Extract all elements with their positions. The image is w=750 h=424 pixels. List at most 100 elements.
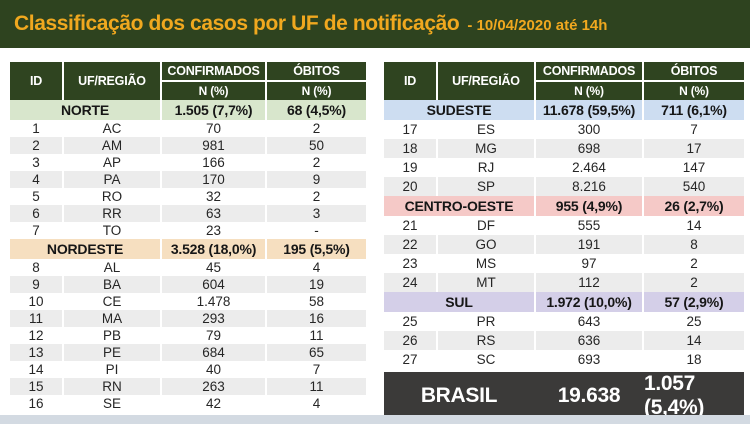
cell-uf: PE	[64, 344, 160, 361]
cell-id: 23	[402, 256, 418, 271]
region-obitos-total: 57 (2,9%)	[644, 292, 744, 312]
table-row: 13 PE 684 65	[10, 344, 366, 361]
brasil-obitos-total: 1.057 (5,4%)	[644, 372, 705, 419]
cell-obitos: 17	[644, 139, 744, 158]
column-header-obitos: ÓBITOS	[267, 62, 366, 80]
region-confirmados-total: 1.972 (10,0%)	[536, 292, 642, 312]
cell-id: 13	[10, 344, 62, 361]
cell-confirmados: 300	[577, 122, 601, 137]
cell-obitos: 540	[644, 177, 744, 196]
cell-obitos: 9	[267, 171, 366, 188]
table-row: 3 AP 166 2	[10, 154, 366, 171]
table-row: 10 CE 1.478 58	[10, 293, 366, 310]
column-header-uf-regiao: UF/REGIÃO	[438, 62, 534, 100]
cell-uf: DF	[477, 218, 495, 233]
cell-obitos: 2	[644, 273, 744, 292]
table-row: 19 RJ 2.464 147	[384, 158, 744, 177]
cell-uf: CE	[102, 294, 122, 309]
cell-uf: TO	[102, 223, 122, 238]
cell-obitos: 58	[308, 294, 325, 309]
column-subheader-n-pct: N (%)	[644, 82, 744, 100]
region-summary-row: SUL 1.972 (10,0%) 57 (2,9%)	[384, 292, 744, 312]
cell-uf: AC	[102, 121, 122, 136]
cell-uf: MG	[438, 139, 534, 158]
region-name: NORTE	[10, 100, 160, 120]
cell-uf: AP	[102, 155, 121, 170]
region-obitos-total: 26 (2,7%)	[644, 196, 744, 216]
column-subheader-n-pct: N (%)	[162, 82, 265, 100]
cell-confirmados: 693	[577, 352, 601, 367]
cell-id: 5	[32, 189, 40, 204]
table-header: ID UF/REGIÃO CONFIRMADOS ÓBITOS N (%) N (%)	[384, 62, 744, 100]
cell-confirmados: 45	[205, 260, 222, 275]
table-row: 14 PI 40 7	[10, 361, 366, 378]
column-header-confirmados: CONFIRMADOS	[536, 62, 642, 80]
cell-obitos: 7	[690, 122, 698, 137]
cell-uf: PB	[102, 328, 121, 343]
cell-id: 20	[384, 177, 436, 196]
cell-obitos: 14	[686, 218, 702, 233]
cell-confirmados: 636	[536, 331, 642, 350]
region-confirmados-total: 3.528 (18,0%)	[162, 239, 265, 259]
cell-confirmados: 170	[162, 171, 265, 188]
cell-id: 11	[10, 310, 62, 327]
table-row: 24 MT 112 2	[384, 273, 744, 292]
cell-uf: PA	[64, 171, 160, 188]
cell-obitos: 18	[686, 352, 702, 367]
cell-obitos: 11	[267, 378, 366, 395]
cell-confirmados: 42	[205, 396, 222, 411]
region-confirmados-total: 1.505 (7,7%)	[162, 100, 265, 120]
table-row: 17 ES 300 7	[384, 120, 744, 139]
cell-obitos: 11	[309, 328, 324, 343]
column-header-id: ID	[10, 62, 62, 100]
table-row: 9 BA 604 19	[10, 276, 366, 293]
column-header-id: ID	[384, 62, 436, 100]
cell-id: 17	[402, 122, 418, 137]
cell-uf: MS	[475, 256, 497, 271]
table-row: 7 TO 23 -	[10, 222, 366, 239]
cell-id: 8	[32, 260, 40, 275]
cell-obitos: 147	[682, 160, 706, 175]
cell-id: 12	[28, 328, 44, 343]
cell-confirmados: 97	[581, 256, 597, 271]
cell-uf: BA	[64, 276, 160, 293]
table-row: 11 MA 293 16	[10, 310, 366, 327]
table-row: 20 SP 8.216 540	[384, 177, 744, 196]
cell-confirmados: 555	[577, 218, 601, 233]
table-row: 4 PA 170 9	[10, 171, 366, 188]
cell-obitos: 19	[267, 276, 366, 293]
cell-confirmados: 32	[205, 189, 222, 204]
cell-uf: GO	[438, 235, 534, 254]
table-row: 2 AM 981 50	[10, 137, 366, 154]
region-obitos-total: 195 (5,5%)	[267, 239, 366, 259]
cell-confirmados: 166	[202, 155, 225, 170]
brasil-label: BRASIL	[420, 384, 498, 407]
cell-confirmados: 112	[536, 273, 642, 292]
cell-obitos: 50	[267, 137, 366, 154]
brasil-totals-bar: BRASIL 19.638 1.057 (5,4%)	[384, 372, 744, 419]
table-row: 15 RN 263 11	[10, 378, 366, 395]
cell-id: 4	[10, 171, 62, 188]
table-row: 23 MS 97 2	[384, 254, 744, 273]
cell-id: 21	[402, 218, 418, 233]
cell-uf: RJ	[477, 160, 495, 175]
cell-id: 9	[10, 276, 62, 293]
cases-table-left: ID UF/REGIÃO CONFIRMADOS ÓBITOS N (%) N (%) NO…	[10, 62, 366, 412]
table-row: 18 MG 698 17	[384, 139, 744, 158]
cell-obitos: 2	[312, 155, 321, 170]
cell-obitos: 16	[267, 310, 366, 327]
cell-id: 6	[10, 205, 62, 222]
cell-obitos: 4	[312, 396, 321, 411]
cell-confirmados: 70	[205, 121, 222, 136]
cell-obitos: 2	[690, 256, 698, 271]
cell-id: 19	[402, 160, 418, 175]
page-header: Classificação dos casos por UF de notifi…	[0, 0, 750, 48]
cell-obitos: 2	[312, 121, 321, 136]
cell-obitos: 2	[312, 189, 321, 204]
region-confirmados-total: 955 (4,9%)	[536, 196, 642, 216]
cell-uf: RN	[64, 378, 160, 395]
cell-id: 7	[32, 223, 40, 238]
column-subheader-n-pct: N (%)	[267, 82, 366, 100]
cell-uf: AL	[103, 260, 121, 275]
